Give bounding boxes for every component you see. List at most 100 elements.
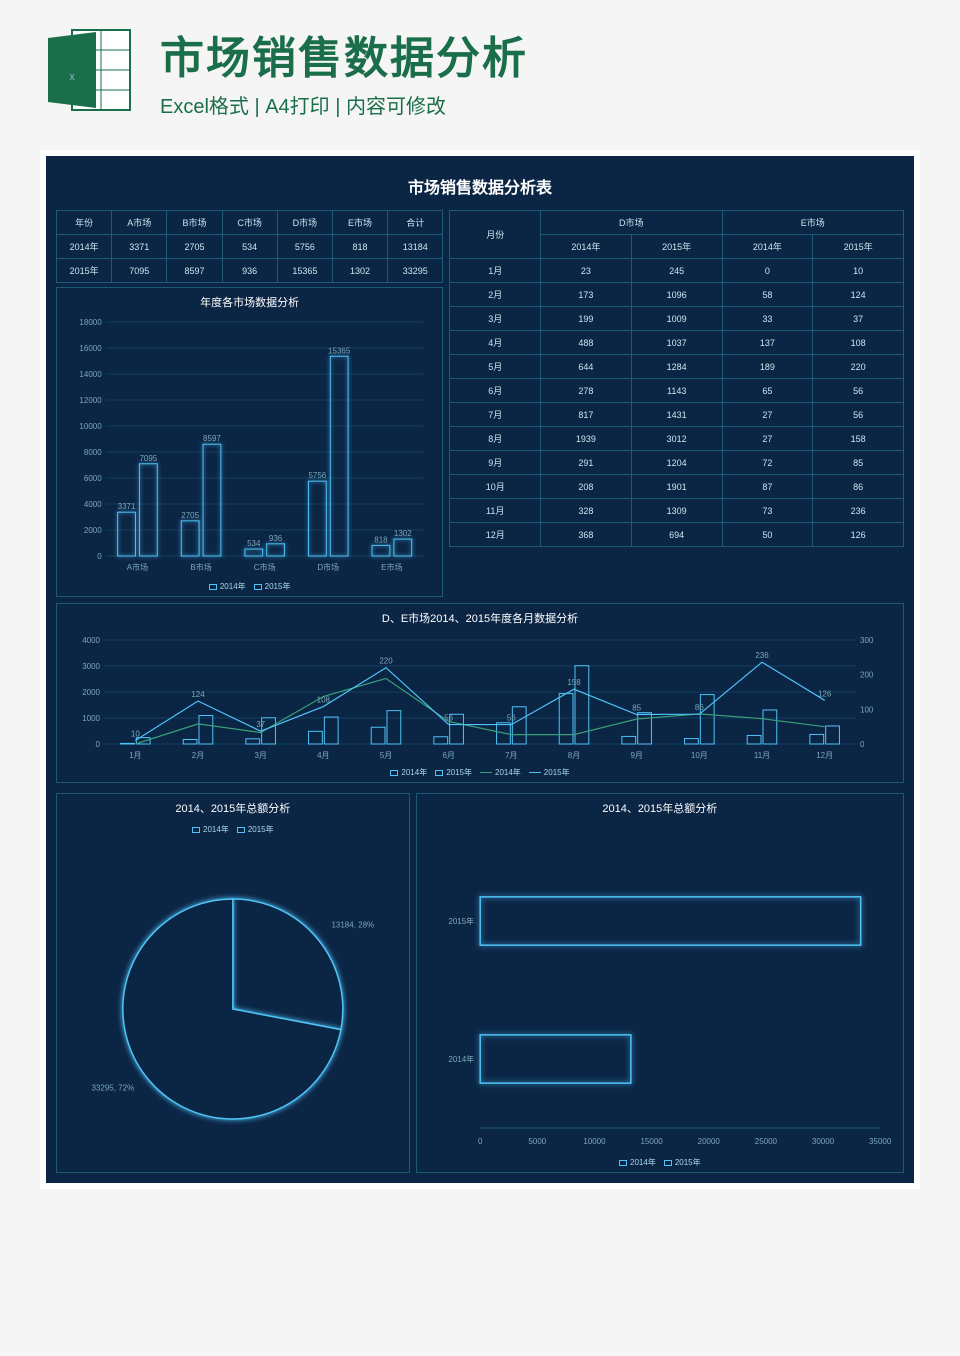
table-header: 合计 bbox=[388, 211, 443, 235]
svg-text:2014年: 2014年 bbox=[448, 1054, 474, 1064]
svg-text:3371: 3371 bbox=[118, 502, 136, 511]
svg-text:12月: 12月 bbox=[816, 751, 833, 760]
svg-text:16000: 16000 bbox=[79, 344, 102, 353]
monthly-table: 月份D市场E市场 2014年2015年2014年2015年 1月23245010… bbox=[449, 210, 904, 547]
svg-text:108: 108 bbox=[317, 696, 331, 705]
svg-text:4000: 4000 bbox=[84, 500, 102, 509]
svg-text:124: 124 bbox=[191, 690, 205, 699]
table-header: D市场 bbox=[277, 211, 332, 235]
svg-text:7095: 7095 bbox=[139, 454, 157, 463]
svg-text:2015年: 2015年 bbox=[448, 916, 474, 926]
excel-icon: X bbox=[40, 20, 140, 120]
svg-text:5月: 5月 bbox=[380, 751, 392, 760]
svg-text:15365: 15365 bbox=[328, 346, 351, 355]
svg-text:37: 37 bbox=[256, 720, 265, 729]
page-subtitle: Excel格式 | A4打印 | 内容可修改 bbox=[160, 90, 528, 119]
svg-text:0: 0 bbox=[96, 740, 101, 749]
table-row: 10月20819018786 bbox=[450, 475, 904, 499]
svg-text:0: 0 bbox=[97, 552, 102, 561]
table-header: B市场 bbox=[167, 211, 222, 235]
svg-text:534: 534 bbox=[247, 539, 261, 548]
hbar-chart: 050001000015000200002500030000350002015年… bbox=[417, 822, 903, 1152]
svg-text:2705: 2705 bbox=[181, 511, 199, 520]
legend-label: 2015年 bbox=[675, 1157, 701, 1168]
legend-label: 2015年 bbox=[265, 581, 291, 592]
svg-text:85: 85 bbox=[632, 704, 641, 713]
svg-text:100: 100 bbox=[860, 705, 874, 714]
legend-label: 2014年 bbox=[220, 581, 246, 592]
svg-text:2月: 2月 bbox=[192, 751, 204, 760]
svg-text:11月: 11月 bbox=[754, 751, 770, 760]
bar-chart: 0200040006000800010000120001400016000180… bbox=[57, 316, 442, 576]
legend-label: 2014年 bbox=[630, 1157, 656, 1168]
svg-text:B市场: B市场 bbox=[190, 562, 211, 572]
svg-text:25000: 25000 bbox=[754, 1137, 777, 1146]
table-row: 1月23245010 bbox=[450, 259, 904, 283]
svg-text:220: 220 bbox=[379, 657, 393, 666]
svg-text:236: 236 bbox=[755, 651, 769, 660]
table-row: 5月6441284189220 bbox=[450, 355, 904, 379]
table-row: 11月328130973236 bbox=[450, 499, 904, 523]
svg-text:X: X bbox=[69, 73, 75, 82]
svg-text:5756: 5756 bbox=[308, 471, 326, 480]
svg-text:56: 56 bbox=[444, 714, 453, 723]
page-header: X 市场销售数据分析 Excel格式 | A4打印 | 内容可修改 bbox=[0, 0, 960, 130]
svg-text:818: 818 bbox=[374, 535, 388, 544]
svg-text:3月: 3月 bbox=[254, 751, 266, 760]
svg-text:6月: 6月 bbox=[442, 751, 454, 760]
svg-text:5000: 5000 bbox=[528, 1137, 546, 1146]
legend-label: 2014年 bbox=[401, 767, 427, 778]
svg-text:1302: 1302 bbox=[394, 529, 412, 538]
hbar-chart-panel: 2014、2015年总额分析 0500010000150002000025000… bbox=[416, 793, 904, 1173]
svg-text:158: 158 bbox=[567, 678, 581, 687]
bar-chart-panel: 年度各市场数据分析 020004000600080001000012000140… bbox=[56, 287, 443, 597]
legend-label: 2015年 bbox=[446, 767, 472, 778]
combo-chart-title: D、E市场2014、2015年度各月数据分析 bbox=[57, 604, 903, 632]
legend-label: 2015年 bbox=[248, 824, 274, 835]
table-header: E市场 bbox=[332, 211, 387, 235]
svg-text:3000: 3000 bbox=[82, 662, 100, 671]
svg-text:10月: 10月 bbox=[691, 751, 708, 760]
table-header: 年份 bbox=[57, 211, 112, 235]
hbar-legend: 2014年 2015年 bbox=[417, 1155, 903, 1172]
svg-text:D市场: D市场 bbox=[317, 562, 339, 572]
pie-chart: 13184, 28%33295, 72% bbox=[57, 839, 409, 1159]
table-row: 2014年33712705534575681813184 bbox=[57, 235, 443, 259]
spreadsheet-preview: 市场销售数据分析表 年份A市场B市场C市场D市场E市场合计 2014年33712… bbox=[40, 150, 920, 1189]
svg-text:4000: 4000 bbox=[82, 636, 100, 645]
svg-text:56: 56 bbox=[507, 714, 516, 723]
svg-text:8597: 8597 bbox=[203, 434, 221, 443]
svg-text:936: 936 bbox=[269, 534, 283, 543]
svg-text:A市场: A市场 bbox=[127, 562, 148, 572]
svg-text:18000: 18000 bbox=[79, 318, 102, 327]
table-header: A市场 bbox=[112, 211, 167, 235]
table-header: C市场 bbox=[222, 211, 277, 235]
table-row: 3月19910093337 bbox=[450, 307, 904, 331]
pie-legend: 2014年 2015年 bbox=[57, 822, 409, 839]
svg-text:8000: 8000 bbox=[84, 448, 102, 457]
combo-legend: 2014年 2015年 2014年 2015年 bbox=[57, 765, 903, 782]
bar-legend: 2014年 2015年 bbox=[57, 579, 442, 596]
table-row: 6月27811436556 bbox=[450, 379, 904, 403]
table-row: 8月1939301227158 bbox=[450, 427, 904, 451]
svg-text:200: 200 bbox=[860, 671, 874, 680]
sheet-title: 市场销售数据分析表 bbox=[56, 166, 904, 210]
svg-text:300: 300 bbox=[860, 636, 874, 645]
svg-text:10000: 10000 bbox=[583, 1137, 606, 1146]
svg-text:4月: 4月 bbox=[317, 751, 329, 760]
table-Y-header: E市场 bbox=[722, 211, 903, 235]
table-row: 12月36869450126 bbox=[450, 523, 904, 547]
combo-chart-panel: D、E市场2014、2015年度各月数据分析 0 1000 2000 3000 4000… bbox=[56, 603, 904, 783]
bar-chart-title: 年度各市场数据分析 bbox=[57, 288, 442, 316]
svg-text:20000: 20000 bbox=[697, 1137, 720, 1146]
table-row: 2015年7095859793615365130233295 bbox=[57, 259, 443, 283]
svg-text:2000: 2000 bbox=[82, 688, 100, 697]
svg-text:1000: 1000 bbox=[82, 714, 100, 723]
pie-chart-panel: 2014、2015年总额分析 2014年 2015年 13184, 28%332… bbox=[56, 793, 410, 1173]
svg-text:1月: 1月 bbox=[129, 751, 141, 760]
table-row: 7月81714312756 bbox=[450, 403, 904, 427]
legend-label: 2015年 bbox=[544, 767, 570, 778]
svg-text:30000: 30000 bbox=[812, 1137, 835, 1146]
svg-text:7月: 7月 bbox=[505, 751, 517, 760]
legend-label: 2014年 bbox=[495, 767, 521, 778]
